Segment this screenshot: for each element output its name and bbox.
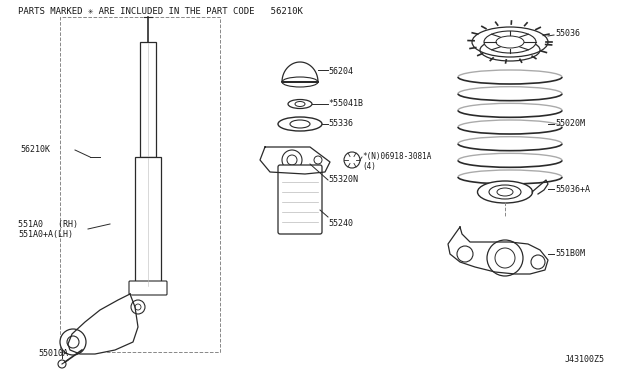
Ellipse shape <box>477 181 532 203</box>
Text: (4): (4) <box>362 163 376 171</box>
Text: 55010A: 55010A <box>38 350 68 359</box>
Circle shape <box>67 336 79 348</box>
Ellipse shape <box>496 36 524 48</box>
Polygon shape <box>68 294 138 354</box>
Ellipse shape <box>290 120 310 128</box>
Circle shape <box>60 329 86 355</box>
FancyBboxPatch shape <box>278 165 322 234</box>
Ellipse shape <box>278 117 322 131</box>
Ellipse shape <box>295 102 305 106</box>
Circle shape <box>344 152 360 168</box>
Circle shape <box>531 255 545 269</box>
Text: 55036+A: 55036+A <box>555 185 590 193</box>
Text: 551B0M: 551B0M <box>555 250 585 259</box>
Bar <box>60 17 220 352</box>
Text: 55020M: 55020M <box>555 119 585 128</box>
Text: 55320N: 55320N <box>328 176 358 185</box>
Circle shape <box>135 304 141 310</box>
Circle shape <box>131 300 145 314</box>
Circle shape <box>487 240 523 276</box>
Ellipse shape <box>489 185 521 199</box>
FancyBboxPatch shape <box>129 281 167 295</box>
Circle shape <box>457 246 473 262</box>
Text: 551A0   (RH): 551A0 (RH) <box>18 219 78 228</box>
Circle shape <box>287 155 297 165</box>
Text: 56204: 56204 <box>328 67 353 77</box>
Ellipse shape <box>282 77 318 87</box>
Text: 55336: 55336 <box>328 119 353 128</box>
Text: *55041B: *55041B <box>328 99 363 109</box>
Text: *(N)06918-3081A: *(N)06918-3081A <box>362 153 431 161</box>
Polygon shape <box>282 62 318 82</box>
Text: 55240: 55240 <box>328 219 353 228</box>
Text: 551A0+A(LH): 551A0+A(LH) <box>18 230 73 238</box>
Ellipse shape <box>288 99 312 109</box>
Polygon shape <box>448 227 548 274</box>
Circle shape <box>58 360 66 368</box>
Circle shape <box>314 156 322 164</box>
Text: J43100Z5: J43100Z5 <box>565 356 605 365</box>
Ellipse shape <box>497 188 513 196</box>
Ellipse shape <box>480 39 540 61</box>
Ellipse shape <box>484 31 536 53</box>
Text: PARTS MARKED ✳ ARE INCLUDED IN THE PART CODE   56210K: PARTS MARKED ✳ ARE INCLUDED IN THE PART … <box>18 7 303 16</box>
Text: 56210K: 56210K <box>20 145 50 154</box>
FancyBboxPatch shape <box>135 157 161 287</box>
Polygon shape <box>260 147 330 174</box>
Circle shape <box>282 150 302 170</box>
Circle shape <box>495 248 515 268</box>
FancyBboxPatch shape <box>140 42 156 157</box>
Text: 55036: 55036 <box>555 29 580 38</box>
